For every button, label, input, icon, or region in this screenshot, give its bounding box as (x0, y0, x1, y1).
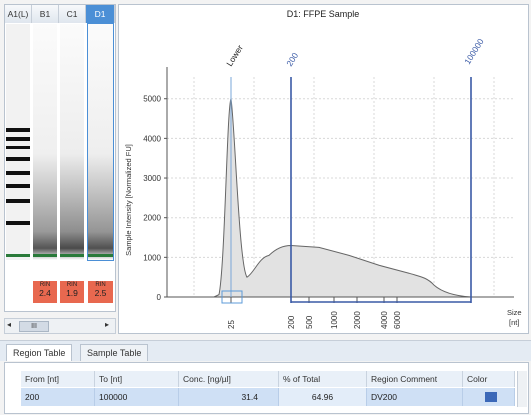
x-tick-label: 1000 (330, 311, 339, 329)
electropherogram-chart[interactable]: D1: FFPE Sample Sample Intensity [Normal… (119, 5, 528, 333)
color-swatch[interactable] (485, 392, 497, 402)
y-tick-label: 0 (157, 293, 162, 302)
cell-pct[interactable]: 64.96 (279, 388, 367, 406)
sample-lane-c1[interactable] (60, 24, 84, 260)
x-tick-label: 200 (287, 315, 296, 329)
y-tick-label: 4000 (143, 134, 161, 143)
x-axis-label-size: Size (507, 308, 522, 317)
rin-badge-c1: RIN 1.9 (60, 281, 84, 303)
gel-horizontal-scrollbar[interactable]: ◂ III ▸ (4, 318, 116, 334)
y-tick-label: 1000 (143, 253, 161, 262)
lower-marker-box[interactable] (221, 290, 243, 304)
x-tick-label: 2000 (353, 311, 362, 329)
y-axis-label: Sample Intensity [Normalized FU] (124, 144, 133, 256)
lower-marker-label: Lower (224, 43, 245, 68)
y-tick-label: 3000 (143, 174, 161, 183)
lane-header-d1[interactable]: D1 (86, 5, 115, 23)
column-header-from[interactable]: From [nt] (21, 371, 95, 387)
column-header-color[interactable]: Color (463, 371, 515, 387)
tab-sample-table[interactable]: Sample Table (80, 344, 149, 361)
gel-image-panel: A1(L) B1 C1 D1 RIN 2.4 RIN 1.9 RIN 2.5 (4, 4, 116, 312)
tab-region-table[interactable]: Region Table (6, 344, 73, 361)
y-tick-label: 5000 (143, 95, 161, 104)
cell-conc[interactable]: 31.4 (179, 388, 279, 406)
column-header-pct[interactable]: % of Total (279, 371, 367, 387)
scroll-right-arrow-icon[interactable]: ▸ (105, 320, 110, 329)
rin-badge-b1: RIN 2.4 (33, 281, 57, 303)
column-header-conc[interactable]: Conc. [ng/µl] (179, 371, 279, 387)
lane-header-c1[interactable]: C1 (59, 5, 86, 23)
region-end-label: 100000 (462, 36, 486, 66)
y-tick-label: 2000 (143, 214, 161, 223)
region-table: From [nt] To [nt] Conc. [ng/µl] % of Tot… (4, 362, 529, 414)
cell-comment[interactable]: DV200 (367, 388, 463, 406)
x-tick-label: 500 (305, 315, 314, 329)
x-tick-label: 4000 (380, 311, 389, 329)
column-header-to[interactable]: To [nt] (95, 371, 179, 387)
trace-area (213, 97, 472, 298)
cell-from[interactable]: 200 (21, 388, 95, 406)
plot-title: D1: FFPE Sample (287, 9, 360, 19)
sample-lane-b1[interactable] (33, 24, 57, 260)
electropherogram-panel: D1: FFPE Sample Sample Intensity [Normal… (118, 4, 529, 334)
scroll-thumb[interactable]: III (19, 321, 49, 332)
lane-header-a1[interactable]: A1(L) (5, 5, 32, 23)
cell-color[interactable] (463, 388, 515, 406)
sample-lane-d1[interactable] (87, 23, 114, 261)
x-tick-label: 6000 (393, 311, 402, 329)
scroll-left-arrow-icon[interactable]: ◂ (7, 320, 12, 329)
y-tick-labels: 5000 4000 3000 2000 1000 0 (143, 95, 167, 302)
bottom-tab-strip: Region Table Sample Table (0, 340, 531, 361)
x-axis-label-unit: [nt] (509, 318, 519, 327)
table-vertical-scrollbar[interactable] (517, 371, 527, 407)
x-tick-label: 25 (227, 320, 236, 329)
region-start-label: 200 (284, 51, 300, 69)
lane-header-b1[interactable]: B1 (32, 5, 59, 23)
ladder-lane[interactable] (6, 24, 30, 260)
cell-to[interactable]: 100000 (95, 388, 179, 406)
rin-badge-d1: RIN 2.5 (88, 281, 113, 303)
column-header-comment[interactable]: Region Comment (367, 371, 463, 387)
